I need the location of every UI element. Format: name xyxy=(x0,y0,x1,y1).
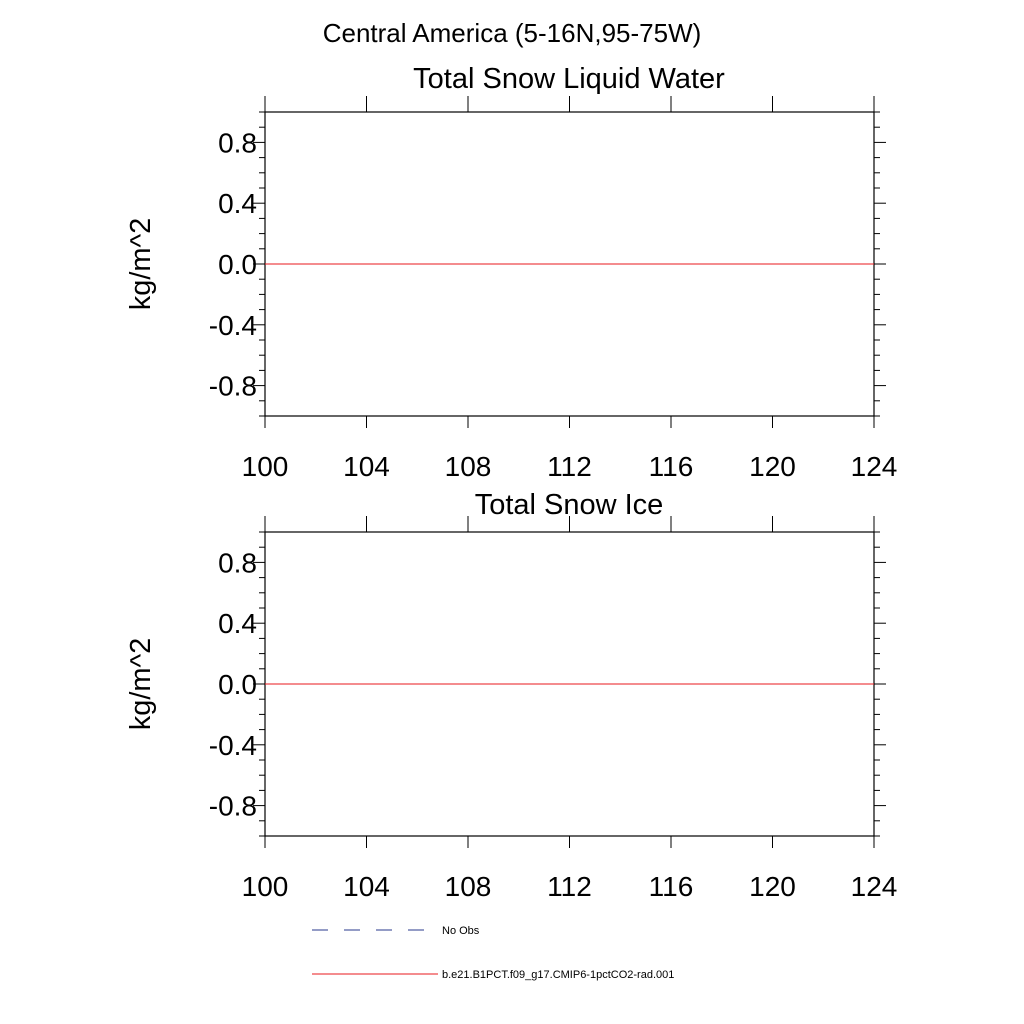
legend: No Obs b.e21.B1PCT.f09_g17.CMIP6-1pctCO2… xyxy=(312,925,674,981)
x-tick-label: 112 xyxy=(547,871,592,902)
x-tick-label: 100 xyxy=(242,871,289,902)
legend-label-model-run: b.e21.B1PCT.f09_g17.CMIP6-1pctCO2-rad.00… xyxy=(442,969,674,981)
x-tick-label: 124 xyxy=(851,451,898,482)
y-tick-label: 0.0 xyxy=(218,249,257,280)
plot-area: 0.8 0.4 0.0 -0.4 -0.8 100 104 108 112 116 120 124 xyxy=(209,516,898,902)
y-tick-label: -0.4 xyxy=(209,310,257,341)
plot-area: 0.8 0.4 0.0 -0.4 -0.8 100 104 108 112 116 120 124 xyxy=(209,96,898,482)
x-tick-label: 116 xyxy=(649,871,694,902)
y-tick-label: 0.8 xyxy=(218,547,257,578)
panel-title: Total Snow Liquid Water xyxy=(413,63,725,95)
y-tick-label: 0.0 xyxy=(218,669,257,700)
x-tick-label: 104 xyxy=(343,871,390,902)
legend-label-no-obs: No Obs xyxy=(442,925,480,937)
panel-title: Total Snow Ice xyxy=(475,489,664,521)
y-tick-label: 0.8 xyxy=(218,127,257,158)
x-tick-label: 120 xyxy=(749,871,796,902)
x-tick-label: 100 xyxy=(242,451,289,482)
y-tick-label: -0.8 xyxy=(209,371,257,402)
x-tick-label: 104 xyxy=(343,451,390,482)
y-tick-label: 0.4 xyxy=(218,188,257,219)
x-tick-label: 116 xyxy=(649,451,694,482)
panel-snow-liquid-water: Total Snow Liquid Water kg/m^2 0.8 0.4 0.0… xyxy=(125,63,897,482)
panel-snow-ice: Total Snow Ice kg/m^2 0.8 0.4 0.0 -0.4 -0.8 1… xyxy=(125,489,897,902)
x-tick-label: 112 xyxy=(547,451,592,482)
x-tick-label: 108 xyxy=(445,451,492,482)
x-tick-label: 120 xyxy=(749,451,796,482)
figure-suptitle: Central America (5-16N,95-75W) xyxy=(323,18,702,48)
y-tick-label: -0.8 xyxy=(209,791,257,822)
x-tick-label: 124 xyxy=(851,871,898,902)
y-tick-label: -0.4 xyxy=(209,730,257,761)
y-axis-label: kg/m^2 xyxy=(125,218,157,311)
x-tick-label: 108 xyxy=(445,871,492,902)
y-axis-label: kg/m^2 xyxy=(125,638,157,731)
y-tick-label: 0.4 xyxy=(218,608,257,639)
